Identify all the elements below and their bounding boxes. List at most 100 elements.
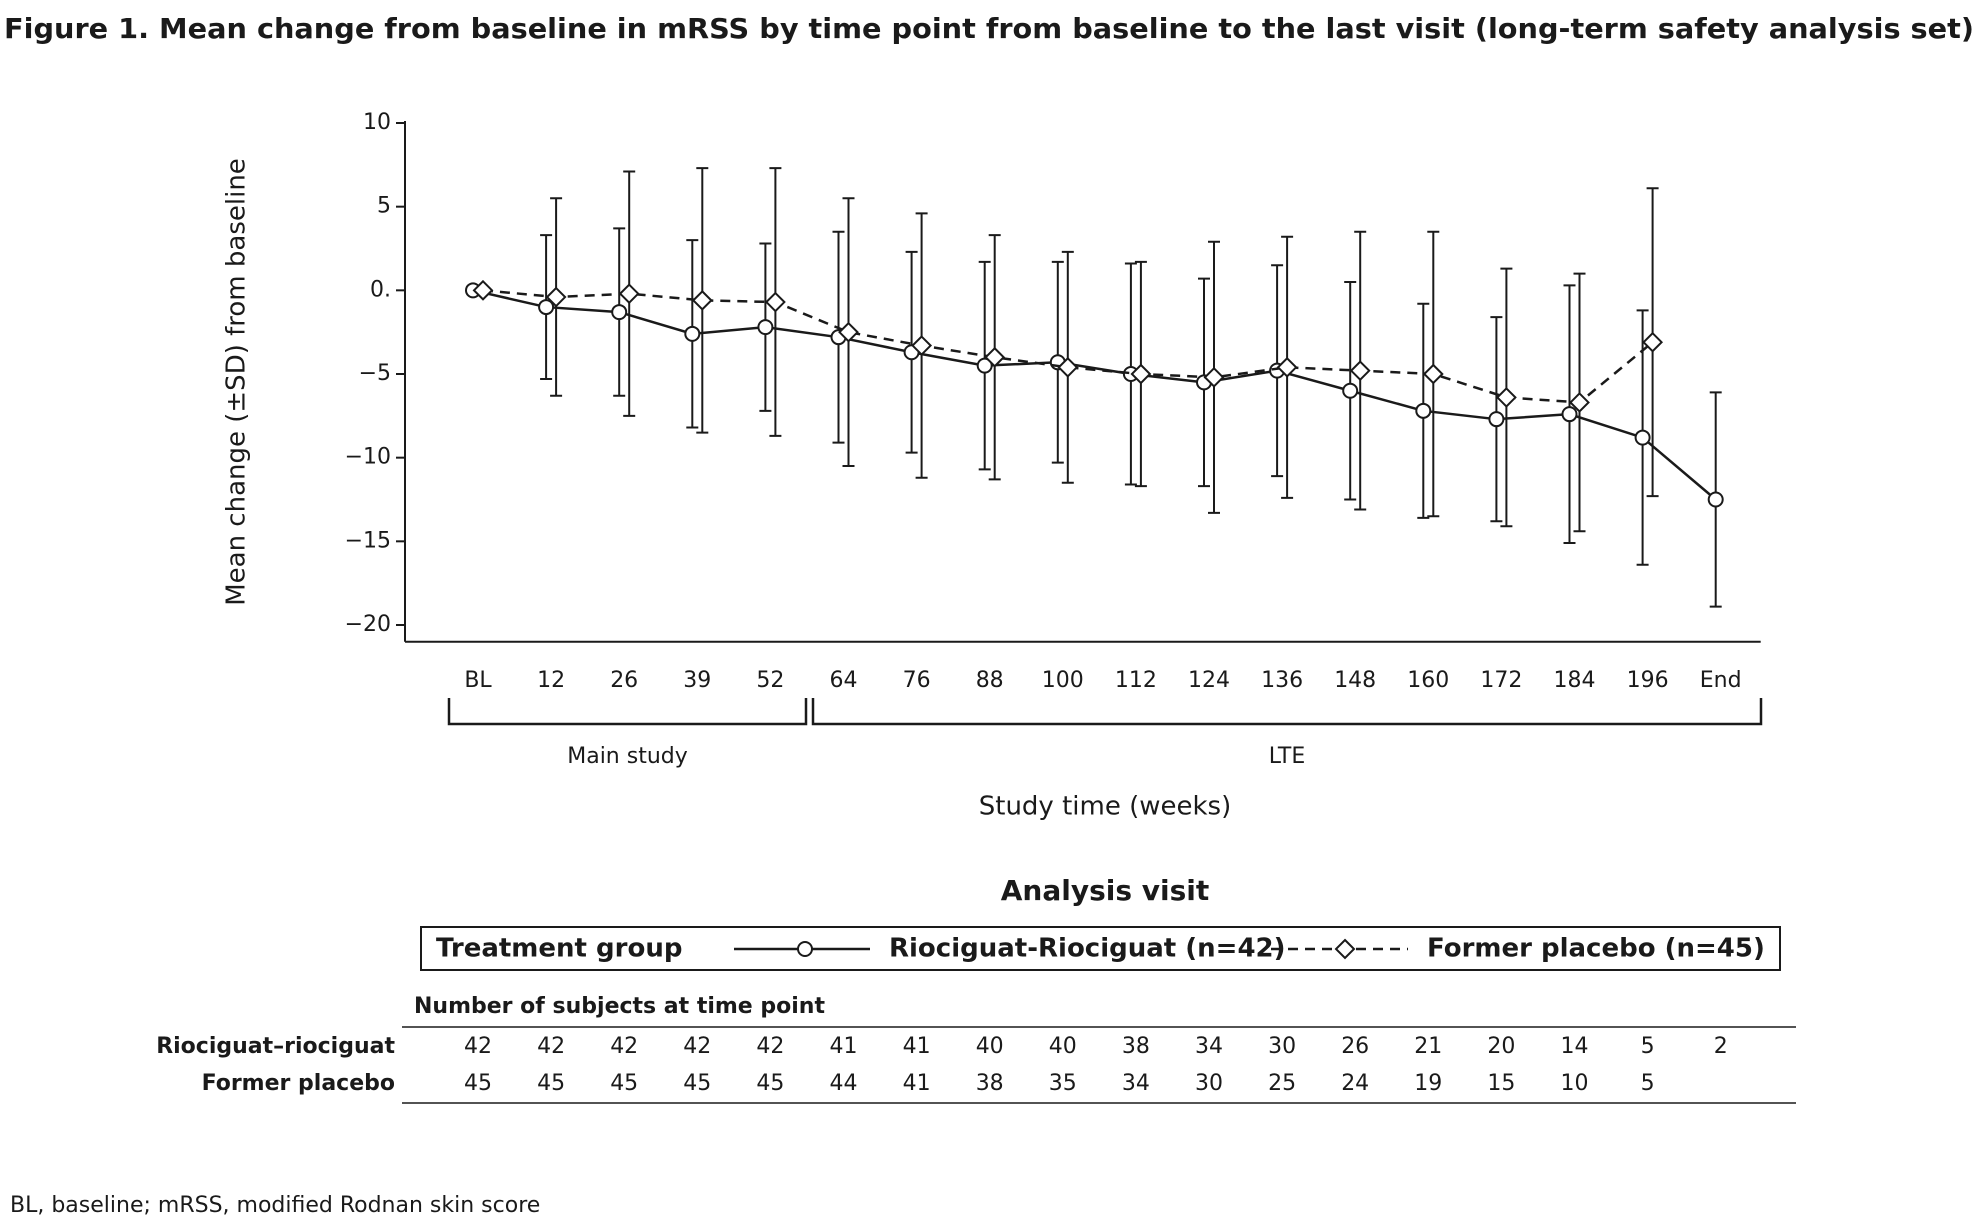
point [984, 346, 1006, 368]
footnote: BL, baseline; mRSS, modified Rodnan skin… [10, 1193, 540, 1218]
x-tick-label: 88 [976, 668, 1004, 693]
legend-marker [797, 941, 813, 957]
table-cell: 2 [1714, 1034, 1728, 1059]
point [611, 304, 628, 321]
y-tick-label: −15 [345, 528, 391, 553]
point [838, 321, 859, 343]
table-cell: 30 [1195, 1071, 1223, 1096]
x-tick-label: 172 [1480, 668, 1522, 693]
row-label: Former placebo [202, 1071, 395, 1096]
point [1569, 392, 1590, 413]
x-tick-label: 100 [1042, 668, 1084, 693]
x-tick-label: BL [464, 668, 492, 693]
point [1422, 363, 1444, 385]
point [1342, 382, 1359, 399]
table-cell: 19 [1414, 1071, 1442, 1096]
point [1057, 356, 1079, 378]
point [1349, 360, 1371, 382]
table-cell: 30 [1268, 1034, 1296, 1059]
y-tick-label: 10 [363, 110, 391, 135]
point [1415, 402, 1432, 419]
table-cell: 45 [683, 1071, 711, 1096]
group-label: LTE [1269, 744, 1306, 769]
table-cell: 44 [830, 1071, 858, 1096]
table-cell: 5 [1641, 1071, 1655, 1096]
y-tick-label: −20 [345, 612, 391, 637]
chart-title: Figure 1. Mean change from baseline in m… [4, 12, 1974, 45]
table-cell: 38 [976, 1071, 1004, 1096]
legend-marker [1334, 938, 1356, 960]
table-cell: 25 [1268, 1071, 1296, 1096]
table-cell: 41 [903, 1071, 931, 1096]
table-cell: 42 [756, 1034, 784, 1059]
legend-text: Riociguat-Riociguat (n=42) [889, 934, 1286, 964]
table-cell: 41 [903, 1034, 931, 1059]
point [545, 286, 567, 308]
x-tick-label: 136 [1261, 668, 1303, 693]
table-cell: 20 [1487, 1034, 1515, 1059]
x-tick-label: 148 [1334, 668, 1376, 693]
table-cell: 40 [1049, 1034, 1077, 1059]
point [976, 357, 993, 374]
table-cell: 35 [1049, 1071, 1077, 1096]
x-tick-label: 64 [830, 668, 858, 693]
table-cell: 45 [464, 1071, 492, 1096]
y-tick-label: −10 [345, 445, 391, 470]
table-title: Number of subjects at time point [414, 994, 825, 1019]
point [1488, 411, 1505, 428]
table-cell: 42 [610, 1034, 638, 1059]
x-tick-label: 124 [1188, 668, 1230, 693]
table-cell: 14 [1561, 1034, 1589, 1059]
table-cell: 45 [756, 1071, 784, 1096]
x-tick-label: 12 [537, 668, 565, 693]
legend-label: Treatment group [436, 934, 682, 964]
table-cell: 24 [1341, 1071, 1369, 1096]
point [1276, 356, 1298, 378]
point [691, 289, 713, 311]
table-cell: 26 [1341, 1034, 1369, 1059]
point [911, 335, 933, 356]
table-cell: 10 [1561, 1071, 1589, 1096]
row-label: Riociguat–riociguat [156, 1034, 395, 1059]
point [1634, 429, 1651, 446]
table-cell: 15 [1487, 1071, 1515, 1096]
table-cell: 42 [683, 1034, 711, 1059]
x-tick-label: 26 [610, 668, 638, 693]
y-axis-label: Mean change (±SD) from baseline [222, 158, 252, 606]
group-label: Main study [567, 744, 688, 769]
table-cell: 42 [464, 1034, 492, 1059]
point [538, 299, 555, 316]
table-cell: 42 [537, 1034, 565, 1059]
point [764, 291, 786, 313]
group-bracket [811, 698, 1763, 726]
point [757, 319, 774, 336]
x-tick-label: 184 [1554, 668, 1596, 693]
point [472, 279, 494, 301]
series-line [472, 289, 1717, 501]
point [1642, 331, 1664, 353]
table-cell: 45 [537, 1071, 565, 1096]
point [1203, 366, 1225, 388]
table-cell: 34 [1195, 1034, 1223, 1059]
point [1707, 491, 1724, 508]
table-cell: 45 [610, 1071, 638, 1096]
x-tick-label: 112 [1115, 668, 1157, 693]
series-line [482, 289, 1654, 404]
y-tick-label: 5 [377, 194, 391, 219]
x-tick-label: 196 [1627, 668, 1669, 693]
x-tick-label: 160 [1407, 668, 1449, 693]
legend-box [420, 926, 1781, 971]
point [1561, 406, 1578, 423]
table-cell: 34 [1122, 1071, 1150, 1096]
point [1495, 387, 1517, 408]
legend-text: Former placebo (n=45) [1427, 934, 1765, 964]
x-tick-label: 39 [683, 668, 711, 693]
x-tick-label: 52 [756, 668, 784, 693]
point [1130, 363, 1152, 385]
table-cell: 21 [1414, 1034, 1442, 1059]
point [684, 325, 701, 342]
legend-title: Analysis visit [1001, 874, 1210, 907]
point [618, 283, 640, 305]
table-cell: 41 [830, 1034, 858, 1059]
